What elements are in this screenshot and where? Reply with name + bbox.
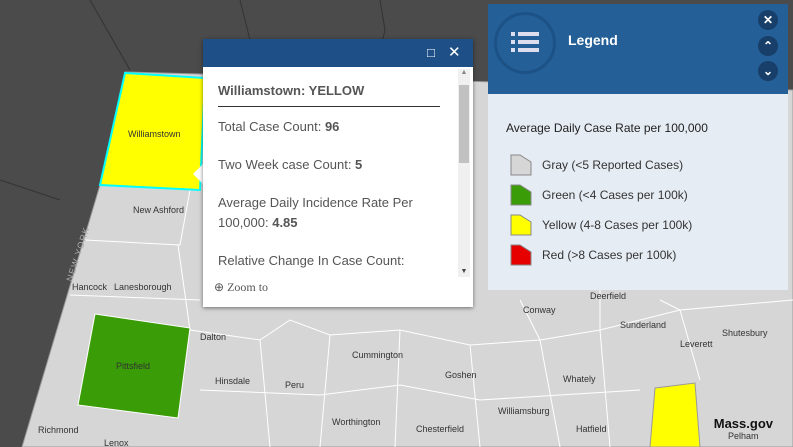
legend-item-label: Green (<4 Cases per 100k) <box>542 188 688 202</box>
town-label: Chesterfield <box>416 424 464 434</box>
williamstown-shape[interactable] <box>98 71 207 192</box>
popup-field: Two Week case Count: 5 <box>218 155 443 175</box>
legend-panel: Legend ✕ ⌃ ⌄ Average Daily Case Rate per… <box>488 4 788 290</box>
town-label: New Ashford <box>133 205 184 215</box>
popup-field: Relative Change In Case Count: <box>218 251 443 271</box>
town-label: Shutesbury <box>722 328 768 338</box>
town-label: Whately <box>563 374 596 384</box>
town-label: Hatfield <box>576 424 607 434</box>
yellow-swatch-icon <box>510 214 532 236</box>
town-label: Lenox <box>104 438 129 447</box>
feature-popup: □ ✕ Williamstown: YELLOW Total Case Coun… <box>203 39 473 307</box>
legend-subtitle: Average Daily Case Rate per 100,000 <box>506 121 708 135</box>
town-label: Pelham <box>728 431 759 441</box>
chevron-up-icon[interactable]: ⌃ <box>758 36 778 56</box>
field-label: Average Daily Incidence Rate Per 100,000… <box>218 195 413 230</box>
town-label: Hinsdale <box>215 376 250 386</box>
zoom-to-link[interactable]: ⊕ Zoom to <box>214 280 268 295</box>
pittsfield-shape[interactable] <box>77 313 191 419</box>
field-value: 96 <box>324 119 340 134</box>
legend-header: Legend ✕ ⌃ ⌄ <box>488 4 788 94</box>
town-label: Williamstown <box>128 129 181 139</box>
legend-item-label: Yellow (4-8 Cases per 100k) <box>542 218 693 232</box>
field-label: Two Week case Count: <box>218 157 356 172</box>
chevron-down-icon[interactable]: ⌄ <box>758 61 778 81</box>
town-label: Richmond <box>38 425 79 435</box>
attribution[interactable]: Mass.gov <box>713 416 773 431</box>
legend-item-label: Red (>8 Cases per 100k) <box>542 248 677 262</box>
scrollbar-thumb[interactable] <box>459 85 469 163</box>
legend-list-icon[interactable] <box>494 12 556 74</box>
zoom-to-label: Zoom to <box>227 280 269 294</box>
town-label: Williamsburg <box>498 406 550 416</box>
town-label: Lanesborough <box>114 282 172 292</box>
field-value: 4.85 <box>272 215 298 230</box>
town-label: Sunderland <box>620 320 666 330</box>
town-label: Peru <box>285 380 304 390</box>
field-label: Relative Change In Case Count: <box>218 253 405 268</box>
legend-item-label: Gray (<5 Reported Cases) <box>542 158 684 172</box>
popup-field: Total Case Count: 96 <box>218 117 443 137</box>
popup-field: Average Daily Incidence Rate Per 100,000… <box>218 193 443 233</box>
popup-pointer <box>193 164 203 184</box>
close-icon[interactable]: ✕ <box>448 44 461 61</box>
legend-item-yellow: Yellow (4-8 Cases per 100k) <box>510 214 692 236</box>
legend-item-green: Green (<4 Cases per 100k) <box>510 184 688 206</box>
close-icon[interactable]: ✕ <box>758 10 778 30</box>
legend-item-gray: Gray (<5 Reported Cases) <box>510 154 683 176</box>
legend-item-red: Red (>8 Cases per 100k) <box>510 244 676 266</box>
town-label: Hancock <box>72 282 108 292</box>
legend-title: Legend <box>568 32 618 48</box>
zoom-in-icon: ⊕ <box>214 280 225 294</box>
popup-body: Williamstown: YELLOW Total Case Count: 9… <box>203 67 458 277</box>
field-label: Total Case Count: <box>218 119 325 134</box>
town-label: Dalton <box>200 332 226 342</box>
green-swatch-icon <box>510 184 532 206</box>
town-label: Leverett <box>680 339 713 349</box>
town-label: Cummington <box>352 350 403 360</box>
popup-title: Williamstown: YELLOW <box>218 83 440 107</box>
town-label: Deerfield <box>590 291 626 301</box>
gray-swatch-icon <box>510 154 532 176</box>
town-label: Conway <box>523 305 556 315</box>
town-label: Goshen <box>445 370 477 380</box>
pelham-area-shape[interactable] <box>649 382 701 447</box>
town-label: Pittsfield <box>116 361 150 371</box>
scroll-up-icon[interactable]: ▲ <box>460 69 468 76</box>
popup-header: □ ✕ <box>203 39 473 67</box>
town-label: Worthington <box>332 417 380 427</box>
maximize-icon[interactable]: □ <box>427 45 435 60</box>
field-value: 5 <box>355 157 363 172</box>
red-swatch-icon <box>510 244 532 266</box>
scroll-down-icon[interactable]: ▼ <box>460 268 468 275</box>
popup-scrollbar[interactable]: ▲ ▼ <box>458 69 470 277</box>
